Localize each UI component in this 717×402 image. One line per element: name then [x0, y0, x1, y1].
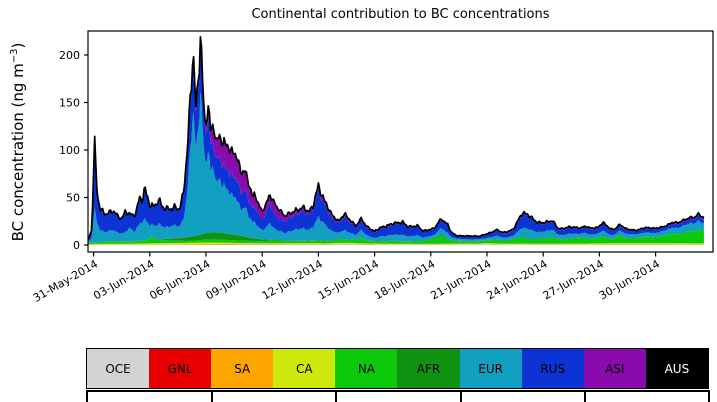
area-SA: [88, 243, 704, 245]
legend-item-afr: AFR: [397, 349, 460, 388]
legend-label-asi: ASI: [605, 361, 625, 376]
legend-item-sa: SA: [211, 349, 274, 388]
legend-item-eur: EUR: [459, 349, 522, 388]
plot-border: [87, 30, 714, 253]
legend-label-na: NA: [357, 361, 376, 376]
y-tick-label: 200: [59, 49, 80, 62]
y-tick-label: 100: [59, 144, 80, 157]
y-tick-label: 0: [73, 239, 80, 252]
x-tick-label: 06-Jun-2014: [147, 257, 212, 302]
x-tick-label: 27-Jun-2014: [541, 257, 606, 302]
area-OCE: [88, 244, 704, 245]
legend-label-aus: AUS: [664, 361, 690, 376]
bottom-axis-tick: [584, 391, 586, 402]
y-tick-label: 150: [59, 97, 80, 110]
chart-title: Continental contribution to BC concentra…: [251, 7, 550, 22]
legend-label-oce: OCE: [105, 361, 131, 376]
legend-item-na: NA: [335, 349, 398, 388]
area-RUS: [88, 46, 704, 242]
x-tick-label: 03-Jun-2014: [91, 257, 156, 302]
legend-item-ca: CA: [273, 349, 336, 388]
area-ASI: [88, 36, 704, 240]
legend-label-afr: AFR: [416, 361, 441, 376]
x-tick-label: 31-May-2014: [31, 257, 100, 305]
bottom-axis-tick: [86, 391, 88, 402]
area-EUR: [88, 92, 704, 243]
legend-label-rus: RUS: [540, 361, 566, 376]
bottom-axis-tick: [211, 391, 213, 402]
bottom-axis-line: [86, 390, 710, 392]
legend-item-gnl: GNL: [149, 349, 212, 388]
x-tick-label: 21-Jun-2014: [428, 257, 493, 302]
legend-label-gnl: GNL: [167, 361, 193, 376]
x-tick-label: 30-Jun-2014: [597, 257, 662, 302]
y-axis-label-superscript: −3: [9, 48, 20, 64]
y-axis-label-text: BC concentration (ng m: [9, 63, 27, 242]
x-tick-label: 24-Jun-2014: [485, 257, 550, 302]
bottom-axis-tick: [708, 391, 710, 402]
stacked-areas: [88, 36, 704, 245]
area-CA: [88, 242, 704, 245]
legend-item-oce: OCE: [87, 349, 150, 388]
legend-label-sa: SA: [234, 361, 251, 376]
y-axis-label: BC concentration (ng m−3): [9, 2, 27, 282]
legend-item-asi: ASI: [583, 349, 646, 388]
x-tick-label: 09-Jun-2014: [204, 257, 269, 302]
x-tick-label: 12-Jun-2014: [260, 257, 325, 302]
legend-label-eur: EUR: [478, 361, 503, 376]
x-tick-label: 18-Jun-2014: [372, 257, 437, 302]
legend-item-aus: AUS: [645, 349, 708, 388]
legend-label-ca: CA: [296, 361, 313, 376]
x-tick-label: 15-Jun-2014: [316, 257, 381, 302]
legend: OCE GNL SA CA NA AFR EUR RUS ASI AUS: [86, 348, 709, 389]
area-NA: [88, 229, 704, 244]
area-AFR: [88, 229, 704, 244]
total-outline: [88, 36, 705, 240]
legend-item-rus: RUS: [521, 349, 584, 388]
y-axis-label-suffix: ): [9, 42, 27, 49]
y-tick-label: 50: [66, 192, 80, 205]
bottom-axis-tick: [460, 391, 462, 402]
bottom-axis-tick: [335, 391, 337, 402]
